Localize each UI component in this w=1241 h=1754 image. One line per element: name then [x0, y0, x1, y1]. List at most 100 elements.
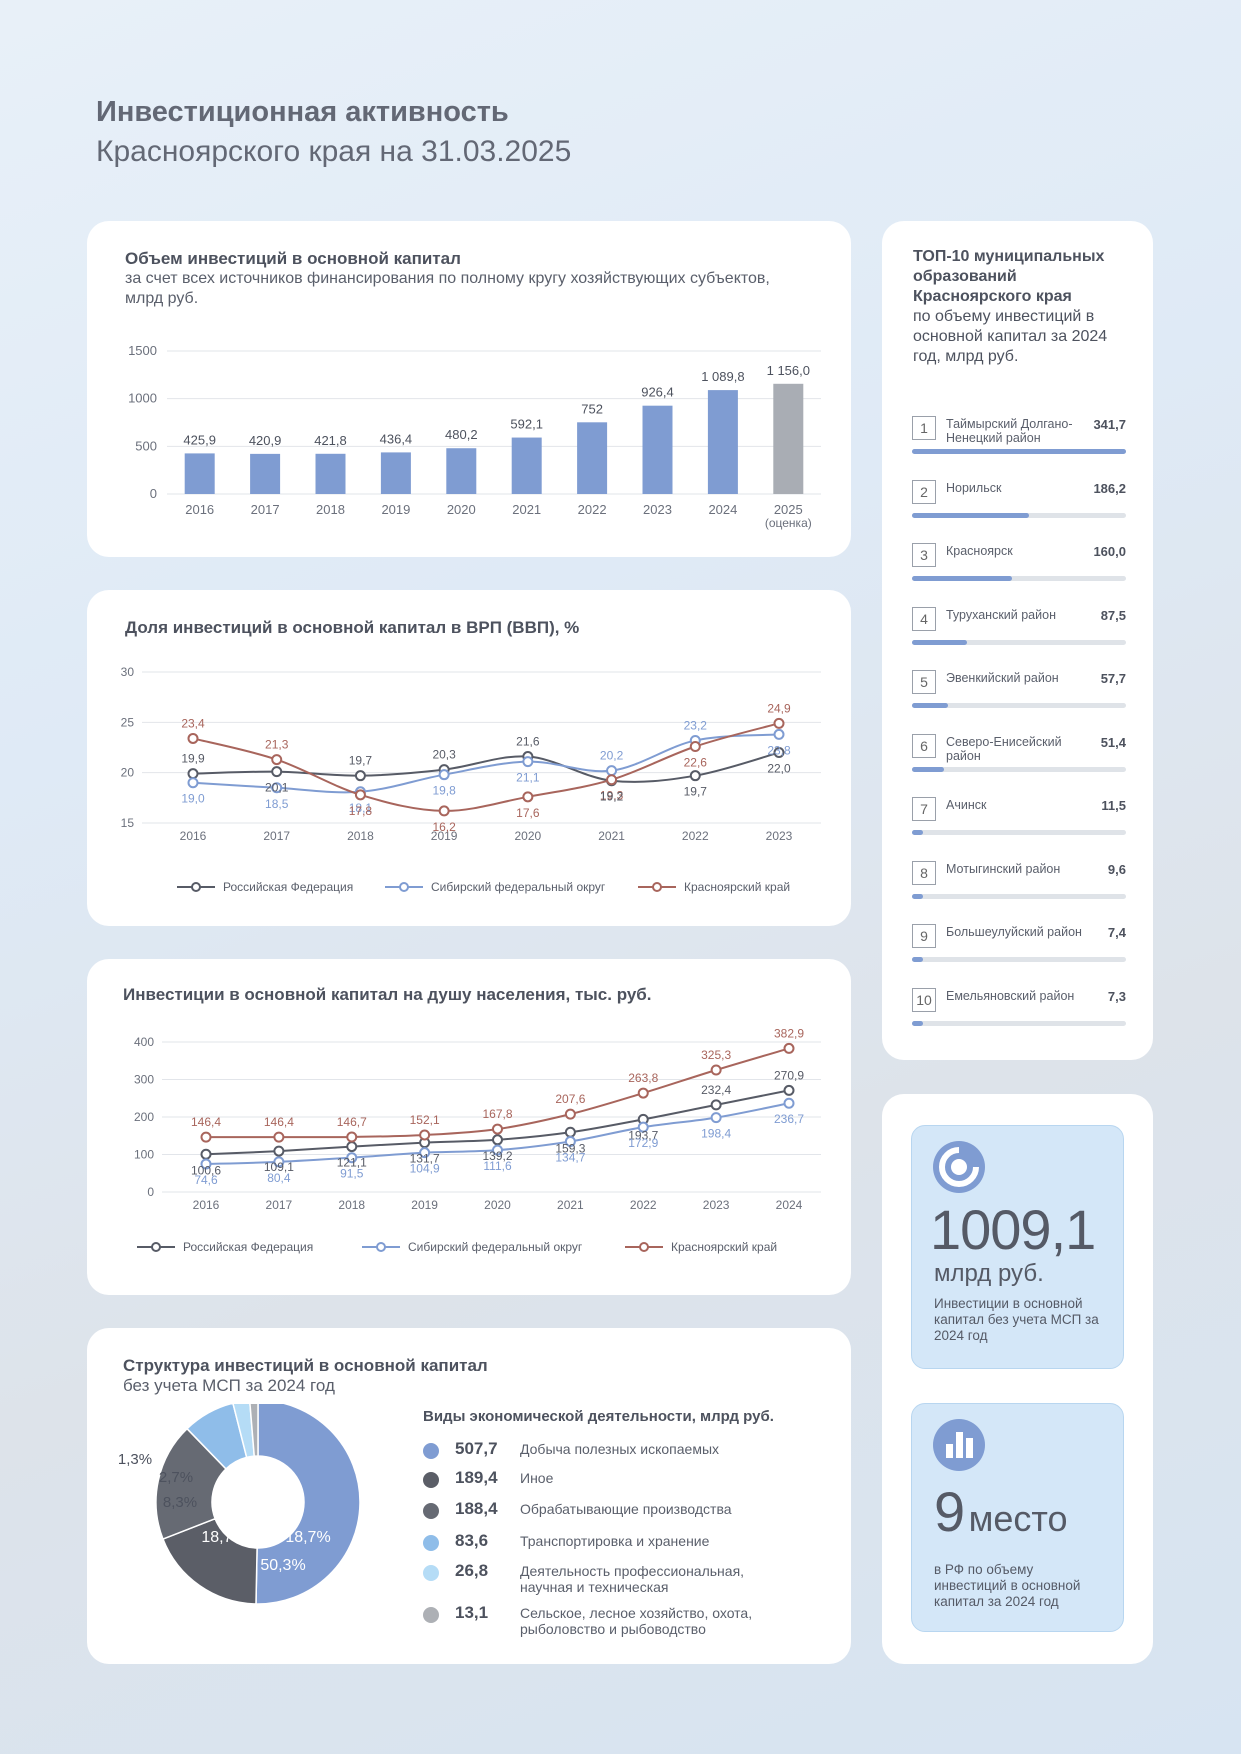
series-point — [710, 1099, 722, 1111]
x-tick-label: 2018 — [347, 829, 374, 843]
top10-bar-track — [912, 957, 1126, 962]
x-tick-label: 2022 — [682, 829, 709, 843]
y-tick-label: 20 — [121, 766, 135, 780]
series-data-label: 20,3 — [432, 748, 456, 762]
y-tick-label: 0 — [147, 1185, 154, 1199]
series-point — [689, 740, 701, 752]
top10-bar-fill — [912, 1020, 923, 1026]
series-data-label: 19,8 — [432, 784, 456, 798]
series-data-label: 139,2 — [482, 1149, 512, 1163]
series-point — [637, 1121, 649, 1133]
bar — [315, 453, 346, 494]
y-tick-label: 15 — [121, 816, 135, 830]
donut-percent-label: 1,3% — [118, 1451, 152, 1468]
bar-value-label: 1 156,0 — [767, 363, 810, 378]
bar-value-label: 420,9 — [249, 433, 282, 448]
top10-subtitle: по объему инвестиций в основной капитал … — [913, 308, 1108, 365]
donut-percent-label: 50,3% — [260, 1557, 305, 1574]
top10-bar-fill — [912, 512, 1029, 518]
top10-rank: 2 — [912, 479, 936, 504]
top10-rank: 8 — [912, 860, 936, 885]
donut-percent-label: 18,7% — [201, 1529, 246, 1546]
top10-item: 3 Красноярск 160,0 — [912, 543, 1126, 607]
structure-legend: 507,7 Добыча полезных ископаемых 189,4 Иное… — [423, 1437, 843, 1637]
top10-item: 9 Большеулуйский район 7,4 — [912, 924, 1126, 988]
volume-bar-chart: 0 500 1000 1500 425,9 2016 420,9 2017 421,8 2018 4… — [128, 343, 821, 530]
top10-name: Большеулуйский район — [946, 925, 1082, 939]
legend-value: 188,4 — [455, 1499, 498, 1518]
x-tick-label: 2017 — [251, 502, 280, 517]
top10-value: 9,6 — [1107, 861, 1126, 877]
top10-bar-track — [912, 512, 1126, 518]
page-subtitle: Красноярского края на 31.03.2025 — [96, 135, 572, 168]
top10-value: 87,5 — [1100, 607, 1126, 623]
series-data-label: 236,7 — [774, 1112, 804, 1126]
x-tick-label: 2021 — [512, 502, 541, 517]
series-point — [419, 1129, 431, 1141]
series-point — [187, 777, 199, 789]
bar — [250, 453, 281, 494]
series-data-label: 104,9 — [410, 1162, 440, 1176]
x-tick-label: 2021 — [557, 1198, 584, 1212]
percapita-line-chart: 0 100 200 300 400 2016 2017 2018 2019 2020 2021 202… — [134, 1026, 821, 1254]
series-data-label: 20,2 — [600, 749, 624, 763]
x-tick-note: (оценка) — [765, 516, 812, 530]
series-point — [522, 791, 534, 803]
bar-value-label: 480,2 — [445, 427, 478, 442]
series-data-label: 80,4 — [267, 1171, 291, 1185]
share-line-chart: 15 20 25 30 2016 2017 2018 2019 2020 2021 2022 2023… — [121, 665, 821, 894]
legend-swatch — [423, 1472, 439, 1488]
legend-value: 13,1 — [455, 1603, 489, 1622]
x-tick-label: 2016 — [193, 1198, 220, 1212]
series-data-label: 146,4 — [264, 1115, 294, 1129]
legend-label: Сельское, лесное хозяйство, охота, рыбол… — [520, 1605, 753, 1637]
volume-title: Объем инвестиций в основной капитал — [125, 249, 461, 268]
series-point — [346, 1152, 358, 1164]
series-data-label: 74,6 — [194, 1173, 218, 1187]
series-point — [783, 1084, 795, 1096]
percapita-title: Инвестиции в основной капитал на душу на… — [123, 985, 652, 1004]
x-tick-label: 2018 — [316, 502, 345, 517]
x-tick-label: 2017 — [266, 1198, 293, 1212]
series-point — [419, 1147, 431, 1159]
structure-card: Структура инвестиций в основной капитал … — [87, 1328, 851, 1664]
legend-item: 26,8 Деятельность профессиональная, научн… — [423, 1559, 783, 1595]
legend-label: Транспортировка и хранение — [520, 1533, 710, 1549]
page-header: Инвестиционная активность Красноярского … — [96, 96, 571, 169]
donut-slice — [155, 1427, 228, 1540]
legend-value: 83,6 — [455, 1531, 489, 1550]
bar — [511, 437, 542, 494]
x-tick-label: 2023 — [643, 502, 672, 517]
top10-name: Туруханский район — [946, 607, 1056, 622]
x-tick-label: 2020 — [447, 502, 476, 517]
top10-item: 10 Емельяновский район 7,3 — [912, 987, 1126, 1052]
series-point — [689, 770, 701, 782]
series-data-label: 22,6 — [684, 755, 708, 769]
series-point — [187, 732, 199, 744]
structure-donut-chart: 50,3% 18,7% 18,7% 8,3% 2,7% 1,3% — [118, 1404, 361, 1605]
series-point — [492, 1144, 503, 1156]
top10-value: 7,3 — [1107, 988, 1126, 1004]
top10-value: 7,4 — [1107, 925, 1126, 940]
series-point — [773, 747, 785, 759]
share-card: Доля инвестиций в основной капитал в ВРП… — [87, 590, 851, 926]
x-tick-label: 2017 — [263, 829, 290, 843]
series-point — [354, 789, 366, 801]
series-data-label: 270,9 — [774, 1068, 804, 1082]
bar — [380, 452, 411, 494]
x-tick-label: 2016 — [180, 829, 207, 843]
series-data-label: 19,7 — [349, 754, 373, 768]
series-line — [192, 751, 780, 783]
series-line — [192, 733, 780, 794]
series-point — [200, 1158, 212, 1170]
top10-bar-fill — [912, 893, 923, 899]
series-point — [187, 768, 199, 780]
bar-value-label: 1 089,8 — [701, 369, 744, 384]
series-point — [637, 1087, 649, 1099]
top10-bar-fill — [912, 703, 949, 708]
series-point — [346, 1131, 358, 1143]
legend-value: 507,7 — [455, 1439, 498, 1458]
top10-item: 5 Эвенкийский район 57,7 — [912, 670, 1126, 734]
structure-title: Структура инвестиций в основной капитал — [123, 1356, 488, 1375]
top10-rank: 9 — [912, 924, 936, 948]
